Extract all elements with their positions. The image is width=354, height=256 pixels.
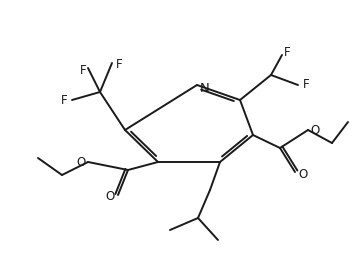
Text: F: F bbox=[80, 63, 86, 77]
Text: F: F bbox=[116, 59, 122, 71]
Text: O: O bbox=[105, 190, 115, 204]
Text: O: O bbox=[298, 167, 308, 180]
Text: F: F bbox=[303, 79, 309, 91]
Text: O: O bbox=[76, 156, 86, 169]
Text: N: N bbox=[200, 81, 210, 94]
Text: O: O bbox=[310, 124, 320, 137]
Text: F: F bbox=[284, 47, 290, 59]
Text: F: F bbox=[61, 93, 67, 106]
